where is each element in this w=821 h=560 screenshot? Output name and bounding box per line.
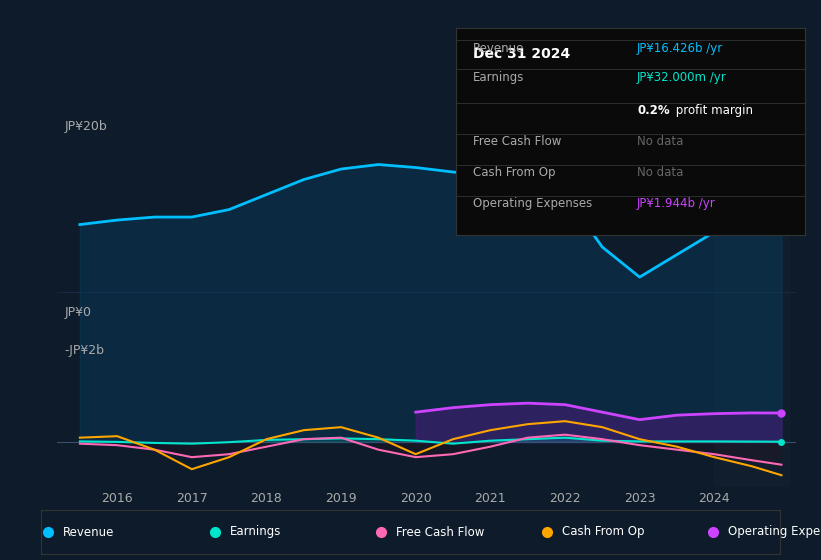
Text: Cash From Op: Cash From Op — [473, 166, 556, 179]
Bar — [714, 112, 789, 487]
Text: Cash From Op: Cash From Op — [562, 525, 644, 539]
Text: Revenue: Revenue — [63, 525, 115, 539]
Text: JP¥32.000m /yr: JP¥32.000m /yr — [637, 71, 727, 84]
Text: Revenue: Revenue — [473, 42, 525, 55]
Text: -JP¥2b: -JP¥2b — [65, 344, 105, 357]
Text: Earnings: Earnings — [473, 71, 525, 84]
Text: Free Cash Flow: Free Cash Flow — [473, 135, 562, 148]
Text: JP¥16.426b /yr: JP¥16.426b /yr — [637, 42, 723, 55]
Text: JP¥20b: JP¥20b — [65, 119, 108, 133]
Text: No data: No data — [637, 135, 683, 148]
Text: profit margin: profit margin — [672, 104, 753, 117]
Text: Operating Expenses: Operating Expenses — [728, 525, 821, 539]
Text: Earnings: Earnings — [229, 525, 281, 539]
Text: Free Cash Flow: Free Cash Flow — [396, 525, 484, 539]
Text: No data: No data — [637, 166, 683, 179]
Text: JP¥0: JP¥0 — [65, 306, 92, 319]
Text: Dec 31 2024: Dec 31 2024 — [473, 46, 571, 60]
Text: JP¥1.944b /yr: JP¥1.944b /yr — [637, 197, 716, 211]
Text: 0.2%: 0.2% — [637, 104, 670, 117]
Text: Operating Expenses: Operating Expenses — [473, 197, 592, 211]
